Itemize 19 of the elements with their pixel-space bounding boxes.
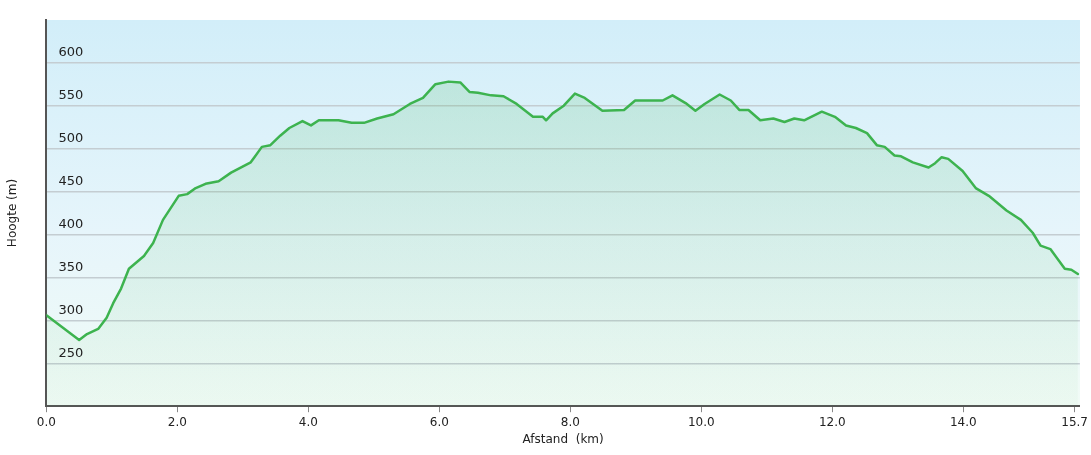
y-tick-label: 600 [58,44,84,60]
x-tick-label: 12.0 [818,414,846,429]
x-tick-label: 4.0 [298,414,318,429]
x-tick-label: 10.0 [687,414,715,429]
y-tick-label: 500 [58,129,84,145]
x-tick-label: 15.7 [1061,414,1088,429]
y-axis-title: Hoogte (m) [5,178,20,248]
x-tick-label: 2.0 [167,414,187,429]
x-axis-title: Afstand (km) [522,431,604,446]
y-tick-label: 350 [58,258,84,274]
y-tick-label: 400 [58,215,84,231]
y-tick-label: 550 [58,87,84,103]
y-tick-label: 450 [58,172,84,188]
x-tick-label: 0.0 [36,414,56,429]
x-tick-label: 8.0 [560,414,580,429]
y-tick-label: 300 [58,301,84,317]
y-tick-label: 250 [58,344,84,360]
x-tick-label: 6.0 [429,414,449,429]
x-tick-label: 14.0 [949,414,977,429]
